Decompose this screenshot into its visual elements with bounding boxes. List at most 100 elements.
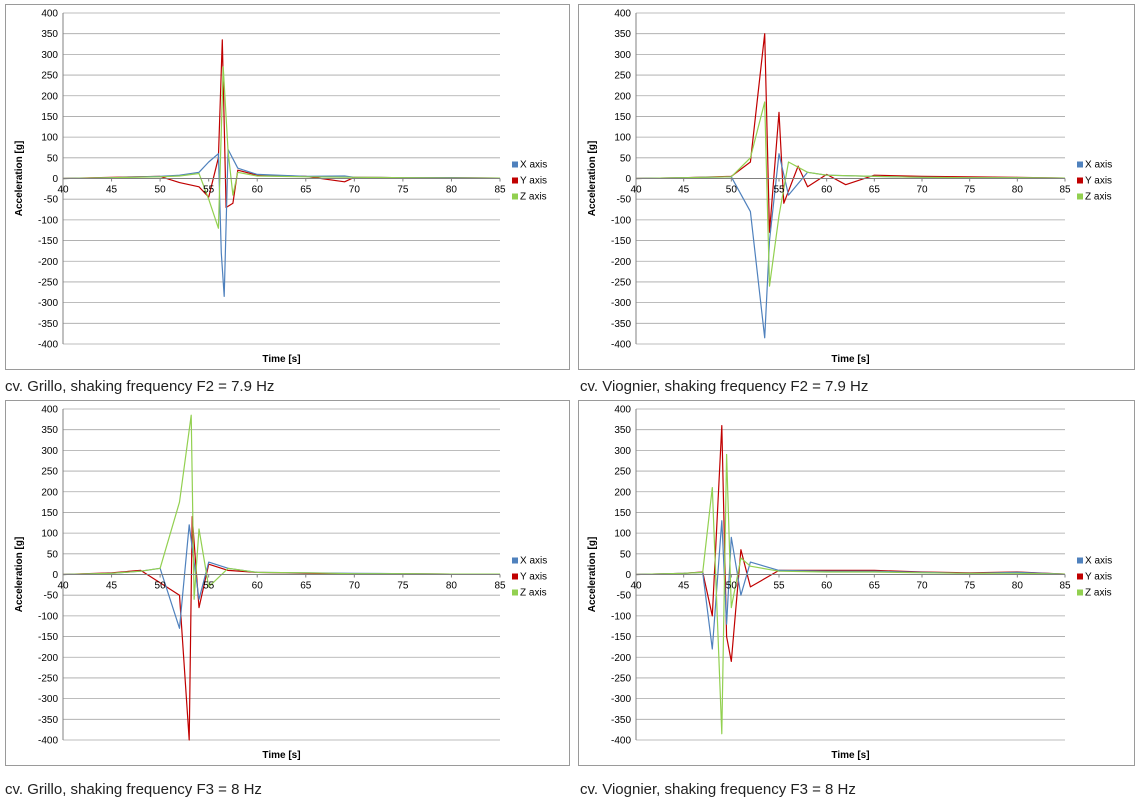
y-axis-title: Acceleration [g] xyxy=(14,537,25,613)
chart-grillo-f3: -400 -350 -300 -250 -200 -150 -100 -50 0 50 100 150… xyxy=(5,400,570,766)
y-tick-label: -200 xyxy=(38,257,58,268)
chart-panel-1: -400 -350 -300 -250 -200 -150 -100 -50 0 50 100 150… xyxy=(5,4,570,370)
y-axis-title: Acceleration [g] xyxy=(587,537,598,613)
y-tick-label: 350 xyxy=(614,29,631,40)
legend-label: Z axis xyxy=(1085,192,1112,203)
y-tick-label: 100 xyxy=(614,133,631,144)
y-tick-label: 100 xyxy=(41,529,58,540)
legend-label: Z axis xyxy=(1085,588,1112,599)
y-tick-label: -150 xyxy=(38,632,58,643)
legend-label: X axis xyxy=(520,160,547,171)
x-tick-label: 85 xyxy=(494,581,506,592)
legend-swatch xyxy=(512,161,518,168)
x-tick-label: 80 xyxy=(1012,185,1024,196)
y-tick-label: 50 xyxy=(620,549,632,560)
x-axis-title: Time [s] xyxy=(262,750,300,761)
chart-grillo-f2: -400 -350 -300 -250 -200 -150 -100 -50 0 50 100 150… xyxy=(5,4,570,370)
x-tick-label: 75 xyxy=(964,185,976,196)
x-axis-title: Time [s] xyxy=(831,354,869,365)
x-tick-label: 40 xyxy=(630,581,642,592)
x-tick-label: 85 xyxy=(494,185,506,196)
legend-swatch xyxy=(1077,177,1083,184)
y-tick-label: -350 xyxy=(38,319,58,330)
chart-caption-1: cv. Grillo, shaking frequency F2 = 7.9 H… xyxy=(5,378,275,395)
y-tick-label: 350 xyxy=(614,425,631,436)
legend-label: X axis xyxy=(520,556,547,567)
legend-label: Y axis xyxy=(520,572,547,583)
y-tick-label: 200 xyxy=(614,487,631,498)
y-tick-label: 300 xyxy=(614,50,631,61)
y-tick-label: -400 xyxy=(611,340,631,351)
chart-border xyxy=(578,4,1135,370)
x-axis-title: Time [s] xyxy=(831,750,869,761)
x-tick-label: 75 xyxy=(397,185,409,196)
y-tick-label: 400 xyxy=(41,9,58,20)
x-tick-label: 45 xyxy=(678,185,690,196)
y-tick-label: -50 xyxy=(44,195,59,206)
x-tick-label: 75 xyxy=(964,581,976,592)
y-tick-label: 350 xyxy=(41,425,58,436)
y-tick-label: -400 xyxy=(38,736,58,747)
legend-label: Z axis xyxy=(520,588,547,599)
y-tick-label: 350 xyxy=(41,29,58,40)
y-tick-label: -100 xyxy=(611,611,631,622)
legend-label: X axis xyxy=(1085,160,1112,171)
x-tick-label: 75 xyxy=(397,581,409,592)
x-tick-label: 70 xyxy=(916,581,928,592)
series-line-z-axis xyxy=(635,101,1066,287)
x-tick-label: 55 xyxy=(773,581,785,592)
y-tick-label: -100 xyxy=(38,611,58,622)
legend-swatch xyxy=(512,573,518,580)
legend-label: Z axis xyxy=(520,192,547,203)
x-tick-label: 40 xyxy=(57,185,69,196)
legend-swatch xyxy=(512,589,518,596)
legend-swatch xyxy=(512,177,518,184)
y-tick-label: -100 xyxy=(38,215,58,226)
x-tick-label: 65 xyxy=(869,185,881,196)
y-tick-label: -400 xyxy=(38,340,58,351)
x-tick-label: 65 xyxy=(869,581,881,592)
y-tick-label: 300 xyxy=(41,50,58,61)
x-tick-label: 50 xyxy=(155,581,167,592)
y-tick-label: -400 xyxy=(611,736,631,747)
y-tick-label: -100 xyxy=(611,215,631,226)
series-line-y-axis xyxy=(635,33,1066,233)
chart-caption-4: cv. Viognier, shaking frequency F3 = 8 H… xyxy=(580,781,856,798)
y-tick-label: -250 xyxy=(611,277,631,288)
chart-viognier-f2: -400 -350 -300 -250 -200 -150 -100 -50 0 50 100 150… xyxy=(578,4,1135,370)
x-tick-label: 45 xyxy=(678,581,690,592)
y-tick-label: -300 xyxy=(38,298,58,309)
y-axis-title: Acceleration [g] xyxy=(14,141,25,217)
legend-swatch xyxy=(1077,557,1083,564)
x-tick-label: 45 xyxy=(106,581,118,592)
y-tick-label: 150 xyxy=(41,112,58,123)
x-tick-label: 70 xyxy=(349,185,361,196)
y-axis-title: Acceleration [g] xyxy=(587,141,598,217)
y-tick-label: 200 xyxy=(41,91,58,102)
y-tick-label: 50 xyxy=(620,153,632,164)
y-tick-label: -200 xyxy=(611,653,631,664)
y-tick-label: 250 xyxy=(614,467,631,478)
legend-swatch xyxy=(512,193,518,200)
legend-label: X axis xyxy=(1085,556,1112,567)
y-tick-label: 300 xyxy=(41,446,58,457)
x-tick-label: 70 xyxy=(916,185,928,196)
legend-swatch xyxy=(1077,573,1083,580)
chart-panel-2: -400 -350 -300 -250 -200 -150 -100 -50 0 50 100 150… xyxy=(578,4,1135,370)
y-tick-label: -200 xyxy=(38,653,58,664)
x-tick-label: 85 xyxy=(1059,581,1071,592)
y-tick-label: 150 xyxy=(614,112,631,123)
y-tick-label: 250 xyxy=(41,467,58,478)
y-tick-label: 200 xyxy=(614,91,631,102)
x-tick-label: 55 xyxy=(773,185,785,196)
legend-swatch xyxy=(1077,161,1083,168)
chart-border xyxy=(578,400,1135,766)
y-tick-label: 50 xyxy=(47,153,59,164)
chart-caption-2: cv. Viognier, shaking frequency F2 = 7.9… xyxy=(580,378,869,395)
y-tick-label: -250 xyxy=(38,277,58,288)
y-tick-label: -250 xyxy=(611,673,631,684)
x-tick-label: 65 xyxy=(300,185,312,196)
y-tick-label: -150 xyxy=(611,632,631,643)
legend-label: Y axis xyxy=(1085,572,1112,583)
x-axis-title: Time [s] xyxy=(262,354,300,365)
